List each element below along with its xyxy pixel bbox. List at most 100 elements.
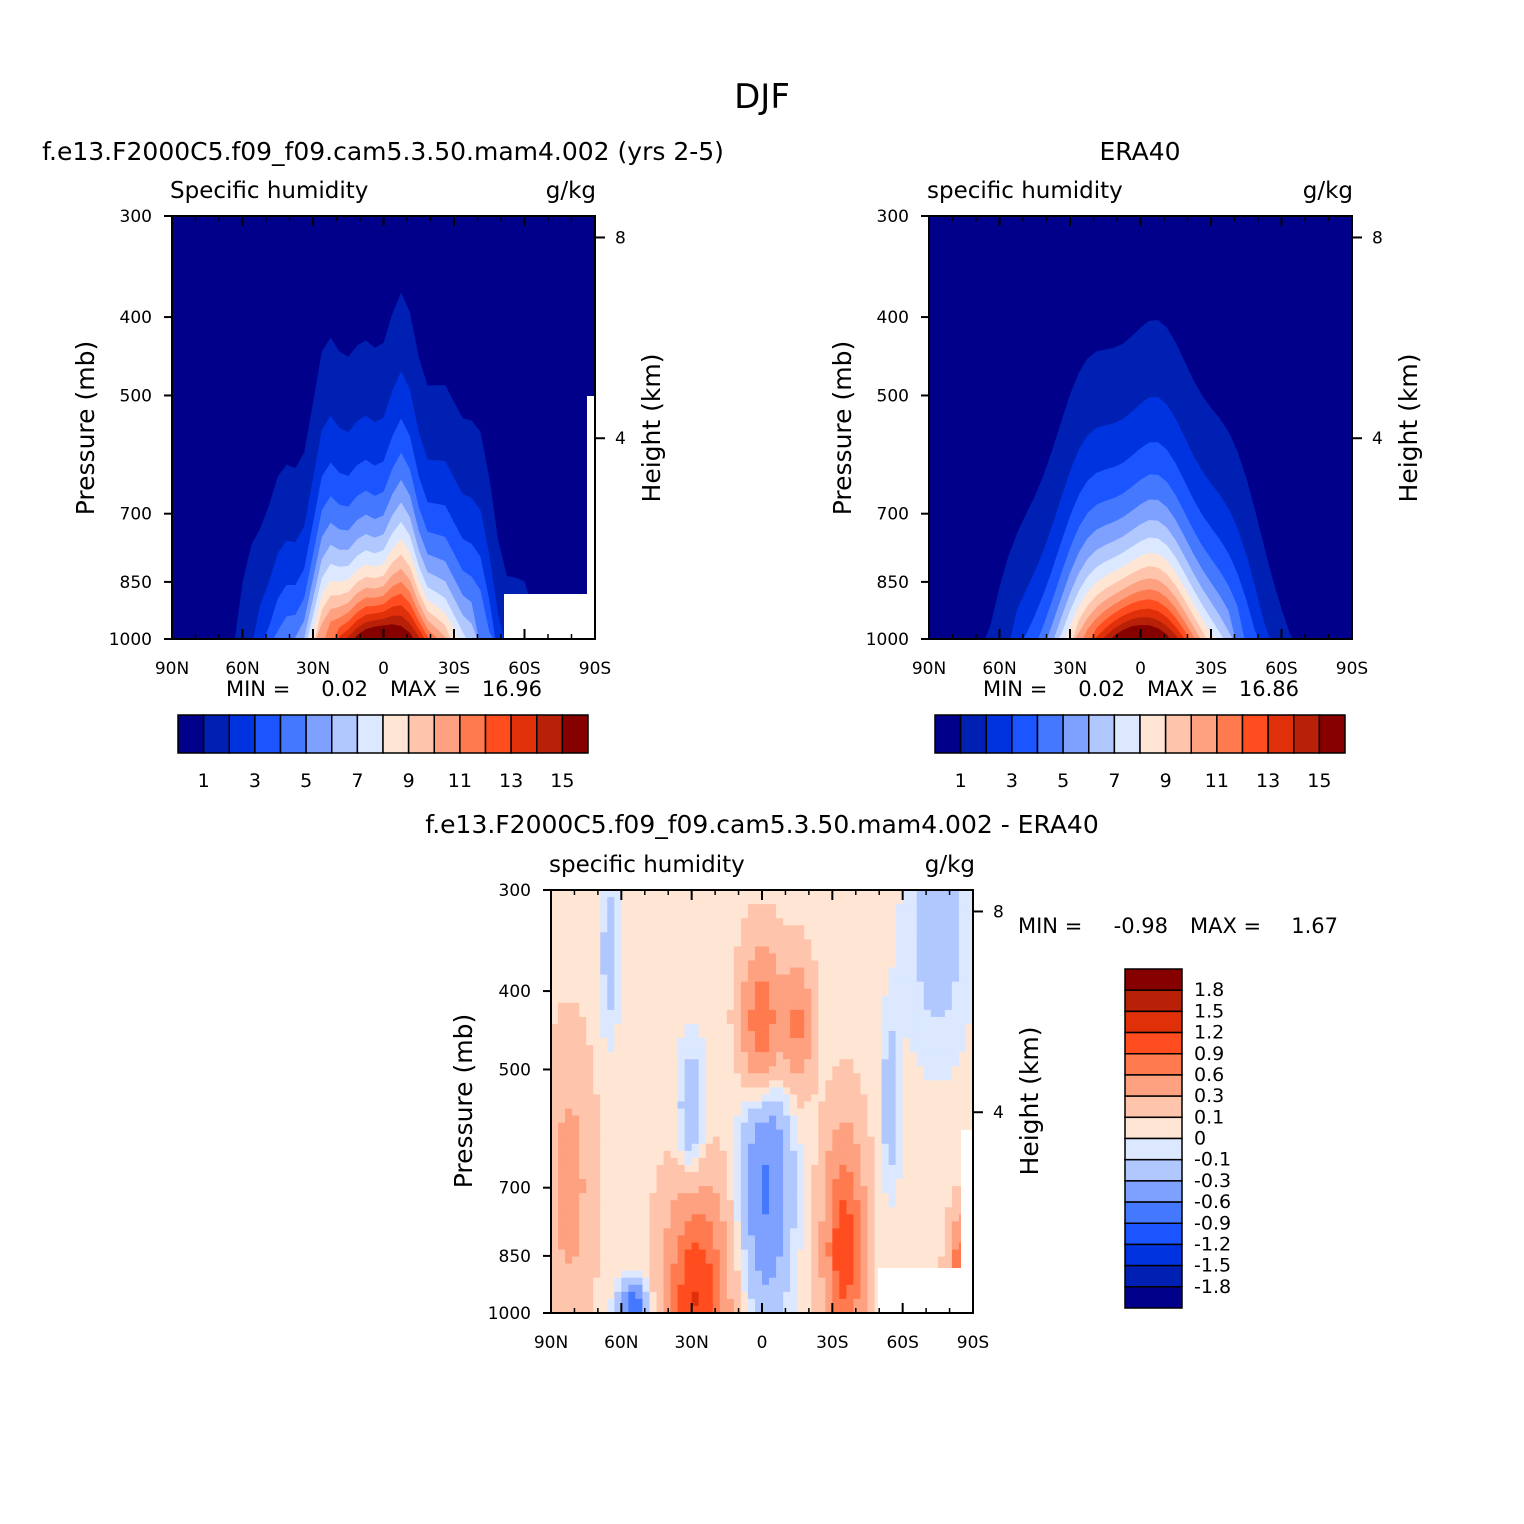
diff-cell — [804, 1038, 812, 1046]
diff-cell — [951, 1207, 960, 1215]
diff-cell — [705, 1305, 714, 1313]
diff-cell — [691, 995, 700, 1004]
diff-cell — [776, 1115, 784, 1124]
diff-cell — [769, 1023, 777, 1032]
diff-cell — [635, 1186, 644, 1194]
diff-cell — [916, 904, 925, 912]
diff-cell — [607, 1002, 615, 1011]
colorbar-box — [433, 714, 461, 754]
diff-cell — [776, 911, 784, 919]
diff-cell — [635, 1066, 644, 1074]
diff-cell — [825, 1009, 833, 1018]
diff-cell — [572, 1305, 580, 1313]
diff-cell — [684, 1284, 693, 1293]
diff-cell — [614, 1221, 622, 1229]
diff-cell — [677, 1129, 686, 1138]
diff-cell — [818, 995, 826, 1004]
diff-cell — [909, 939, 918, 947]
diff-cell — [783, 932, 791, 940]
diff-cell — [600, 1108, 608, 1117]
colorbar-box — [561, 714, 589, 754]
diff-cell — [572, 1298, 580, 1307]
diff-cell — [600, 1009, 608, 1018]
diff-cell — [649, 1291, 658, 1300]
diff-cell — [797, 1221, 805, 1229]
diff-cell — [621, 960, 629, 969]
diff-cell — [867, 925, 876, 933]
diff-cell — [944, 1172, 953, 1180]
diff-cell — [572, 1235, 580, 1244]
diff-cell — [684, 1242, 693, 1251]
diff-cell — [558, 932, 566, 940]
diff-cell — [790, 988, 798, 997]
diff-cell — [733, 1221, 742, 1229]
diff-cell — [698, 1122, 707, 1131]
diff-cell — [677, 1066, 686, 1074]
diff-cell — [951, 1214, 960, 1222]
diff-cell — [951, 939, 960, 947]
diff-cell — [740, 1045, 749, 1053]
diff-cell — [733, 1080, 742, 1088]
diff-cell — [839, 890, 847, 898]
diff-cell — [923, 953, 932, 962]
diff-cell — [600, 1221, 608, 1229]
diff-cell — [902, 1186, 911, 1194]
diff-cell — [649, 995, 658, 1004]
diff-cell — [762, 1235, 770, 1244]
diff-cell — [726, 1270, 735, 1279]
colorbar-label: 13 — [499, 770, 523, 792]
y-tick-label: 300 — [499, 881, 531, 901]
diff-cell — [790, 1094, 798, 1103]
diff-cell — [551, 1228, 559, 1237]
diff-cell — [600, 1080, 608, 1088]
diff-cell — [712, 1221, 721, 1229]
diff-cell — [937, 890, 946, 898]
diff-cell — [670, 1108, 679, 1117]
diff-cell — [888, 904, 897, 912]
diff-cell — [888, 1023, 897, 1032]
diff-cell — [825, 1284, 833, 1293]
diff-cell — [846, 1052, 855, 1060]
diff-cell — [684, 1045, 693, 1053]
diff-cell — [909, 1164, 918, 1173]
diff-cell — [565, 1016, 573, 1025]
diff-cell — [740, 918, 749, 926]
diff-cell — [881, 967, 890, 976]
diff-cell — [811, 1045, 819, 1053]
diff-cell — [881, 1122, 890, 1131]
diff-cell — [642, 1214, 651, 1222]
diff-cell — [811, 1108, 819, 1117]
diff-cell — [719, 974, 728, 983]
diff-cell — [776, 1002, 784, 1011]
diff-cell — [635, 1207, 644, 1215]
diff-cell — [860, 1200, 869, 1208]
diff-cell — [895, 1038, 904, 1046]
diff-cell — [726, 1038, 735, 1046]
diff-cell — [888, 939, 897, 947]
diff-cell — [642, 1136, 651, 1145]
diff-cell — [881, 890, 890, 898]
diff-cell — [551, 1263, 559, 1272]
diff-cell — [776, 1200, 784, 1208]
diff-cell — [930, 918, 939, 926]
diff-cell — [677, 1193, 686, 1201]
diff-cell — [860, 960, 869, 969]
x-tick-label: 30N — [1053, 659, 1087, 679]
diff-cell — [600, 1172, 608, 1180]
diff-cell — [635, 1122, 644, 1131]
diff-cell — [677, 1136, 686, 1145]
diff-cell — [902, 1164, 911, 1173]
diff-cell — [558, 1101, 566, 1110]
diff-cell — [607, 1094, 615, 1103]
diff-cell — [586, 1108, 594, 1117]
diff-cell — [719, 1305, 728, 1313]
colorbar-box — [1293, 714, 1321, 754]
diff-cell — [762, 1136, 770, 1145]
diff-cell — [628, 1023, 636, 1032]
diff-cell — [958, 1087, 967, 1096]
diff-cell — [558, 1179, 566, 1187]
diff-cell — [551, 1157, 559, 1166]
diff-cell — [916, 1045, 925, 1053]
diff-cell — [895, 911, 904, 919]
diff-cell — [895, 981, 904, 990]
